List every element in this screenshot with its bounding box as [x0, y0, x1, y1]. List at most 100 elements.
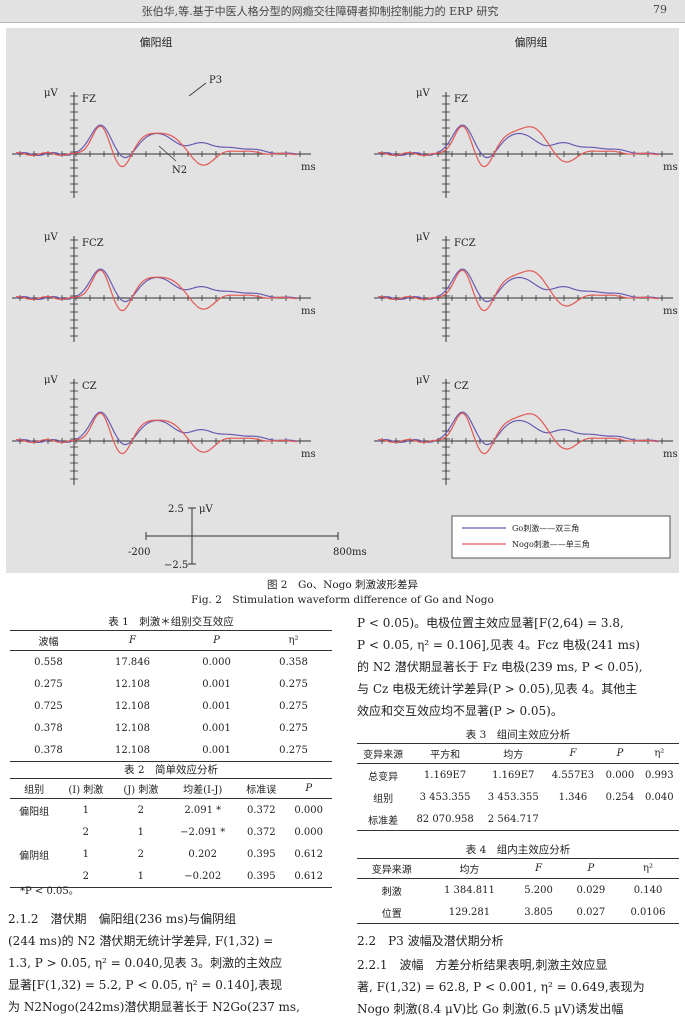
table2-cell: 1: [113, 865, 169, 888]
running-title: 张伯华,等.基于中医人格分型的网瘾交往障碍者抑制控制能力的 ERP 研究: [141, 5, 499, 18]
table2-cell: −0.202: [168, 865, 238, 888]
electrode-label: FZ: [454, 94, 468, 105]
table4-cell: 0.0106: [617, 901, 679, 924]
table2-cell: 0.395: [246, 848, 276, 860]
table2-cell: 2: [137, 804, 145, 816]
table1-cell: 0.275: [255, 739, 332, 762]
table1-cell: 17.846: [115, 656, 150, 668]
running-header: 张伯华,等.基于中医人格分型的网瘾交往障碍者抑制控制能力的 ERP 研究 79: [0, 0, 685, 23]
table3-cell: 4.557E3: [551, 769, 595, 781]
table2: 组别 (I) 刺激 (J) 刺激 均差(I-J) 标准误 P 偏阳组 1 2 2.09…: [10, 778, 332, 888]
table2-header: 均差(I-J): [168, 778, 238, 799]
text-line: 2.2.1 波幅 方差分析结果表明,刺激主效应显: [357, 958, 608, 972]
table1-row: 0.378 12.108 0.001 0.275: [10, 739, 332, 762]
x-unit-label: ms: [301, 449, 316, 460]
table4-header: η²: [617, 858, 679, 879]
table3: 变异来源 平方和 均方 F P η² 总变异 1.169E7 1.169E7 4.55…: [357, 743, 679, 831]
table1-cell: 0.558: [34, 656, 63, 668]
table3-cell: 1.169E7: [423, 769, 467, 781]
nogo-waveform: [15, 125, 298, 168]
nogo-waveform: [377, 125, 660, 168]
go-waveform: [15, 124, 298, 159]
table1-cell: 0.001: [202, 700, 231, 712]
legend-label: Go刺激——双三角: [512, 523, 579, 533]
n2-annotation-arrow: [158, 145, 177, 162]
table1-cell: 0.275: [279, 722, 308, 734]
p3-annotation-arrow: [188, 82, 207, 97]
electrode-label: FCZ: [82, 238, 104, 249]
table1-cell: 0.001: [202, 722, 231, 734]
table4-cell: 位置: [357, 901, 427, 924]
figure-caption-en: Fig. 2 Stimulation waveform difference o…: [191, 594, 494, 606]
table2-cell: [10, 865, 59, 888]
n2-annotation-label: N2: [172, 165, 187, 176]
scale-y-bottom-label: −2.5: [164, 560, 188, 571]
table4-header: 均方: [426, 858, 513, 879]
table2-header: 标准误: [237, 778, 286, 799]
table3-cell: 总变异: [368, 771, 399, 783]
table4-header: 变异来源: [357, 858, 427, 879]
table2-cell: 0.000: [294, 804, 324, 816]
electrode-label: CZ: [454, 381, 469, 392]
table2-row: 偏阴组 1 2 0.202 0.395 0.612: [10, 843, 332, 865]
scale-y-top-label: 2.5: [168, 504, 184, 515]
table2-cell: 0.372: [246, 804, 276, 816]
table1-header: P: [178, 630, 255, 651]
table3-header: 变异来源: [357, 743, 410, 764]
text-line: 1.3, P > 0.05, η² = 0.040,见表 3。刺激的主效应: [8, 956, 283, 970]
table1-row: 0.725 12.108 0.001 0.275: [10, 695, 332, 717]
x-unit-label: ms: [663, 162, 678, 173]
table4-header: F: [512, 858, 565, 879]
table1-row: 0.558 17.846 0.000 0.358: [10, 651, 332, 674]
table1-header: 波幅: [10, 630, 87, 651]
paragraph-2-2-1: 2.2.1 波幅 方差分析结果表明,刺激主效应显著, F(1,32) = 62.…: [357, 954, 680, 1020]
table2-cell: 2: [82, 826, 90, 838]
table3-cell: 0.993: [644, 769, 674, 781]
table4-cell: 0.140: [633, 884, 663, 896]
text-line: 的 N2 潜伏期显著长于 Fz 电极(239 ms, P < 0.05),: [357, 660, 643, 674]
go-waveform: [15, 411, 298, 446]
text-line: 著, F(1,32) = 62.8, P < 0.001, η² = 0.649…: [357, 980, 645, 994]
table3-header: F: [545, 743, 601, 764]
nogo-waveform: [15, 412, 298, 455]
table2-cell: 2: [137, 848, 145, 860]
table1-cell: 0.378: [10, 739, 87, 762]
figure-caption-cn: 图 2 Go、Nogo 刺激波形差异: [266, 579, 419, 591]
table2-cell: 0.395: [237, 865, 286, 888]
go-waveform: [15, 268, 298, 303]
table1-row: 0.275 12.108 0.001 0.275: [10, 673, 332, 695]
table4-header: P: [564, 858, 618, 879]
x-unit-label: ms: [301, 162, 316, 173]
table2-row: 偏阳组 1 2 2.091 * 0.372 0.000: [10, 799, 332, 822]
y-unit-label: μV: [44, 88, 58, 99]
table1-cell: 0.358: [279, 656, 308, 668]
table4-cell: 3.805: [512, 901, 565, 924]
table2-cell: 偏阴组: [19, 850, 50, 862]
text-line: P < 0.05, η² = 0.106],见表 4。Fcz 电极(241 ms…: [357, 638, 640, 652]
scale-x-unit-label: ms: [352, 547, 367, 558]
table1-cell: 0.275: [279, 678, 308, 690]
table1: 波幅 F P η² 0.558 17.846 0.000 0.358 0.275 12.1…: [10, 630, 332, 762]
nogo-waveform: [377, 412, 660, 455]
table1-cell: 12.108: [115, 678, 150, 690]
table3-header: 均方: [480, 743, 546, 764]
table1-header: F: [86, 630, 179, 651]
table3-title: 表 3 组间主效应分析: [465, 729, 571, 741]
table2-cell: 0.202: [188, 848, 218, 860]
waveform-figure: 偏阳组 偏阴组 μV FZ ms μV FZ ms μV FCZ ms μV FCZ ms μV CZ ms μV…: [12, 35, 678, 571]
table2-cell: 0.612: [285, 865, 332, 888]
table1-cell: 0.001: [178, 739, 255, 762]
table3-cell: 3 453.355: [487, 791, 539, 803]
table3-header: η²: [639, 743, 679, 764]
table4-cell: 1 384.811: [443, 884, 495, 896]
electrode-label: FZ: [82, 94, 96, 105]
table1-cell: 0.001: [202, 678, 231, 690]
column-title: 偏阳组: [140, 35, 173, 49]
p3-annotation-label: P3: [209, 75, 222, 86]
table1-cell: 0.275: [279, 700, 308, 712]
table4: 变异来源 均方 F P η² 刺激 1 384.811 5.200 0.029 0.14…: [357, 858, 679, 924]
table3-cell: 组别: [373, 793, 394, 805]
table3-cell: 1.346: [558, 791, 588, 803]
table4-cell: 0.029: [576, 884, 606, 896]
table2-note: *P < 0.05。: [20, 886, 79, 897]
